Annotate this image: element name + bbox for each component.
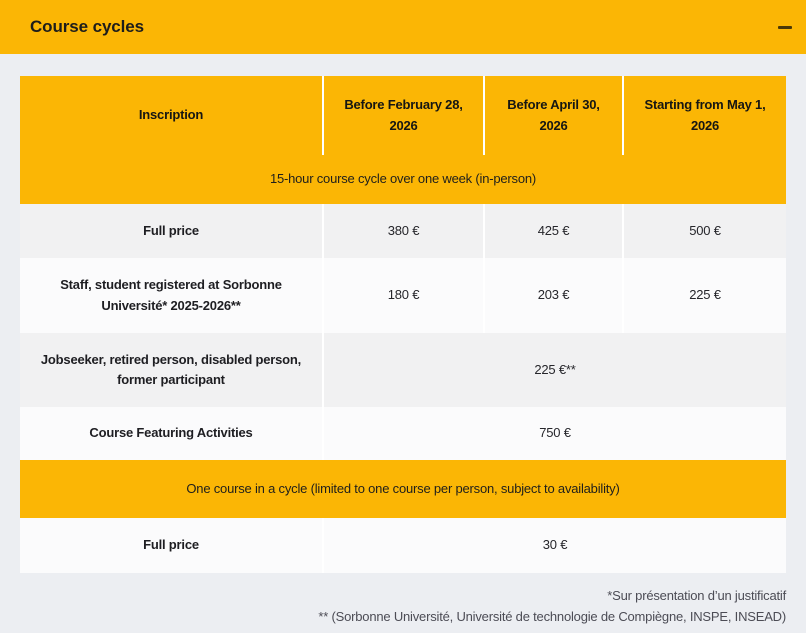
section-row-15-hour-cycle: 15-hour course cycle over one week (in-p…	[20, 155, 786, 204]
section-label: One course in a cycle (limited to one co…	[20, 460, 786, 518]
footnotes: *Sur présentation d’un justificatif ** (…	[20, 585, 786, 627]
price-cell-merged: 30 €	[324, 518, 786, 573]
table-row: Course Featuring Activities 750 €	[20, 407, 786, 460]
table-header-row: Inscription Before February 28, 2026 Bef…	[20, 76, 786, 155]
column-header-inscription: Inscription	[20, 76, 324, 155]
column-header-before-apr-30: Before April 30, 2026	[485, 76, 624, 155]
table-row: Staff, student registered at Sorbonne Un…	[20, 258, 786, 333]
row-label: Full price	[20, 204, 324, 258]
price-cell: 425 €	[485, 204, 624, 258]
row-label: Jobseeker, retired person, disabled pers…	[20, 333, 324, 407]
price-cell: 380 €	[324, 204, 485, 258]
accordion-header[interactable]: Course cycles	[0, 0, 806, 54]
section-row-one-course: One course in a cycle (limited to one co…	[20, 460, 786, 518]
row-label: Course Featuring Activities	[20, 407, 324, 460]
price-cell: 180 €	[324, 258, 485, 333]
table-row: Full price 380 € 425 € 500 €	[20, 204, 786, 258]
price-cell-merged: 225 €**	[324, 333, 786, 407]
column-header-from-may-1: Starting from May 1, 2026	[624, 76, 786, 155]
table-row: Jobseeker, retired person, disabled pers…	[20, 333, 786, 407]
section-label: 15-hour course cycle over one week (in-p…	[20, 155, 786, 204]
price-cell-merged: 750 €	[324, 407, 786, 460]
panel-title: Course cycles	[30, 17, 144, 36]
footnote-institutions: ** (Sorbonne Université, Université de t…	[318, 609, 786, 624]
table-row: Full price 30 €	[20, 518, 786, 573]
price-cell: 203 €	[485, 258, 624, 333]
price-cell: 500 €	[624, 204, 786, 258]
row-label: Staff, student registered at Sorbonne Un…	[20, 258, 324, 333]
price-cell: 225 €	[624, 258, 786, 333]
minus-icon[interactable]	[778, 25, 792, 29]
pricing-table: Inscription Before February 28, 2026 Bef…	[20, 76, 786, 573]
row-label: Full price	[20, 518, 324, 573]
footnote-justificatif: *Sur présentation d’un justificatif	[607, 588, 786, 603]
column-header-before-feb-28: Before February 28, 2026	[324, 76, 485, 155]
